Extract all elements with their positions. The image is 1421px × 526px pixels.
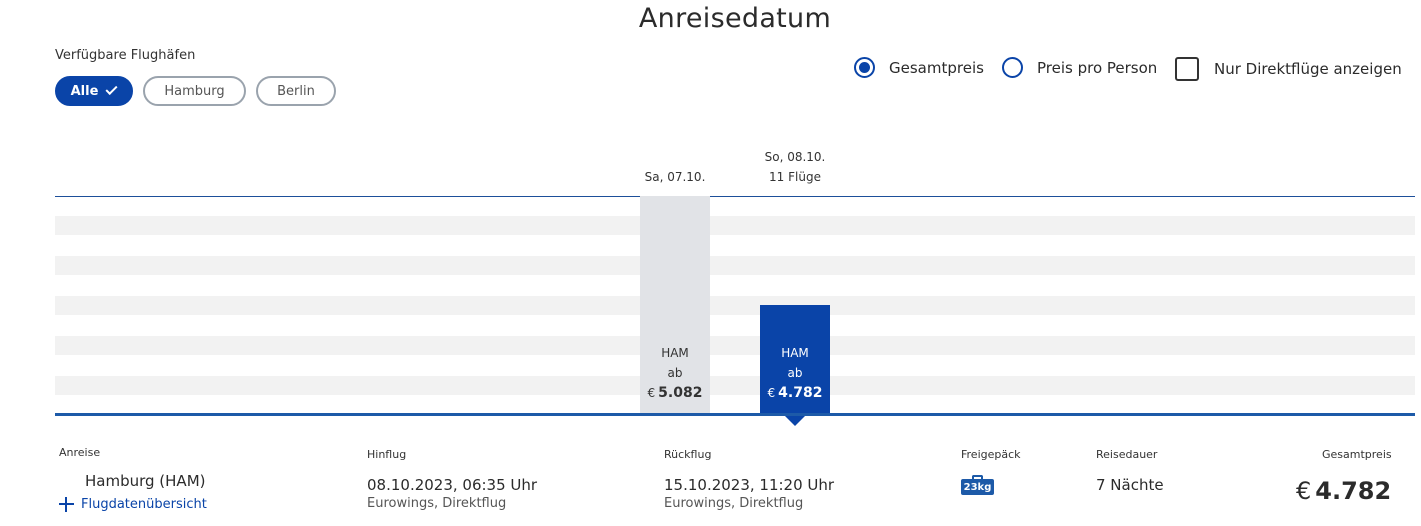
total-price-label: Gesamtpreis	[889, 58, 984, 77]
date-text: Sa, 07.10.	[644, 170, 706, 184]
chart-bottom-axis	[55, 413, 1415, 416]
outbound-airline: Eurowings, Direktflug	[367, 496, 507, 511]
flight-overview-link[interactable]: Flugdatenübersicht	[59, 497, 207, 512]
total-price-radio-option[interactable]: Gesamtpreis	[854, 57, 984, 78]
flight-overview-link-label: Flugdatenübersicht	[81, 497, 207, 512]
luggage-icon: 23kg	[961, 475, 994, 495]
check-icon	[105, 82, 118, 96]
price-per-person-radio-option[interactable]: Preis pro Person	[1002, 57, 1157, 78]
flight-count: 11 Flüge	[769, 170, 821, 184]
baggage-label: Freigepäck	[961, 448, 1021, 461]
bar-airport: HAM	[661, 346, 689, 360]
checkbox-unchecked-icon[interactable]	[1175, 57, 1199, 81]
arrival-date-price-chart: HAM ab €5.082 Sa, 07.10. HAM ab €4.782 So, 08.1…	[55, 140, 1415, 430]
bar-label: HAM ab €5.082	[640, 343, 710, 403]
bar-airport: HAM	[781, 346, 809, 360]
airport-chip-hamburg[interactable]: Hamburg	[143, 76, 246, 106]
plus-icon	[59, 497, 74, 512]
bar-price: €4.782	[760, 383, 830, 403]
chip-label: Alle	[70, 83, 99, 99]
grid-band	[55, 376, 1415, 395]
bar-price-prefix: ab	[787, 366, 803, 380]
bar-price-prefix: ab	[667, 366, 683, 380]
airport-chip-berlin[interactable]: Berlin	[256, 76, 336, 106]
baggage-allowance: 23kg	[961, 479, 994, 495]
outbound-label: Hinflug	[367, 448, 407, 461]
grid-band	[55, 256, 1415, 275]
date-text: So, 08.10.	[764, 150, 826, 164]
currency-symbol: €	[1296, 477, 1312, 505]
price-per-person-label: Preis pro Person	[1037, 58, 1158, 77]
price-bar-1[interactable]: HAM ab €4.782	[760, 305, 830, 413]
arrival-airport: Hamburg (HAM)	[85, 472, 206, 490]
bar-label: HAM ab €4.782	[760, 343, 830, 403]
duration-value: 7 Nächte	[1096, 476, 1164, 494]
total-price-amount: 4.782	[1315, 477, 1392, 505]
bar-currency: €	[647, 386, 656, 400]
total-price-label-detail: Gesamtpreis	[1322, 448, 1392, 461]
grid-band	[55, 336, 1415, 355]
grid-band	[55, 296, 1415, 315]
total-price-value: €4.782	[1296, 477, 1391, 505]
chart-top-axis	[55, 196, 1415, 197]
grid-band	[55, 216, 1415, 235]
date-label-0: Sa, 07.10.	[615, 167, 735, 187]
outbound-datetime: 08.10.2023, 06:35 Uhr	[367, 476, 538, 494]
duration-label: Reisedauer	[1096, 448, 1158, 461]
bar-price-value: 5.082	[658, 385, 703, 401]
airports-filter-label: Verfügbare Flughäfen	[55, 48, 196, 63]
bar-currency: €	[767, 386, 776, 400]
return-airline: Eurowings, Direktflug	[664, 496, 804, 511]
selected-bar-pointer	[785, 416, 805, 426]
luggage-handle	[972, 475, 983, 481]
bar-price: €5.082	[640, 383, 710, 403]
arrival-label: Anreise	[59, 446, 101, 459]
radio-checked-icon[interactable]	[854, 57, 875, 78]
date-label-1: So, 08.10. 11 Flüge	[735, 147, 855, 187]
price-bar-0[interactable]: HAM ab €5.082	[640, 196, 710, 413]
return-datetime: 15.10.2023, 11:20 Uhr	[664, 476, 835, 494]
direct-flights-label: Nur Direktflüge anzeigen	[1214, 60, 1402, 78]
direct-flights-checkbox-option[interactable]: Nur Direktflüge anzeigen	[1175, 57, 1402, 81]
page-title: Anreisedatum	[638, 3, 832, 34]
radio-unchecked-icon[interactable]	[1002, 57, 1023, 78]
bar-price-value: 4.782	[778, 385, 823, 401]
airport-chip-all[interactable]: Alle	[55, 76, 133, 106]
return-label: Rückflug	[664, 448, 712, 461]
